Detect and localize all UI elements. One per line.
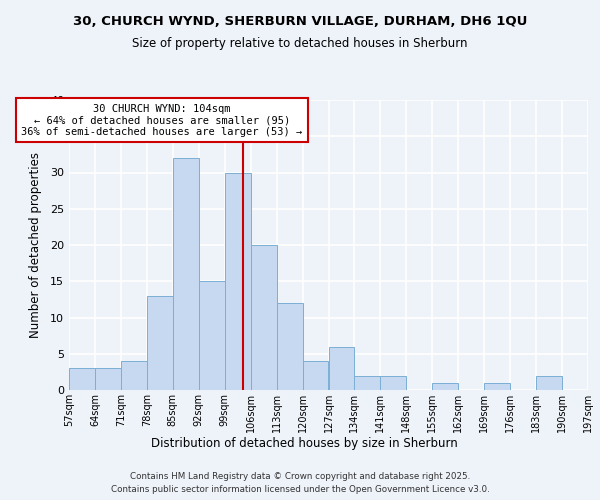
Bar [355,376,380,390]
Bar [432,383,458,390]
Text: 30, CHURCH WYND, SHERBURN VILLAGE, DURHAM, DH6 1QU: 30, CHURCH WYND, SHERBURN VILLAGE, DURHA… [73,15,527,28]
Bar [224,172,251,390]
Text: Contains HM Land Registry data © Crown copyright and database right 2025.: Contains HM Land Registry data © Crown c… [130,472,470,481]
Text: Contains public sector information licensed under the Open Government Licence v3: Contains public sector information licen… [110,485,490,494]
Bar [302,361,329,390]
Bar [329,346,355,390]
Bar [173,158,199,390]
Bar [147,296,173,390]
Bar [277,303,302,390]
Text: Distribution of detached houses by size in Sherburn: Distribution of detached houses by size … [151,438,458,450]
Text: 30 CHURCH WYND: 104sqm
← 64% of detached houses are smaller (95)
36% of semi-det: 30 CHURCH WYND: 104sqm ← 64% of detached… [21,104,302,137]
Y-axis label: Number of detached properties: Number of detached properties [29,152,41,338]
Bar [484,383,510,390]
Bar [199,281,224,390]
Text: Size of property relative to detached houses in Sherburn: Size of property relative to detached ho… [132,38,468,51]
Bar [536,376,562,390]
Bar [95,368,121,390]
Bar [121,361,147,390]
Bar [380,376,406,390]
Bar [251,245,277,390]
Bar [69,368,95,390]
